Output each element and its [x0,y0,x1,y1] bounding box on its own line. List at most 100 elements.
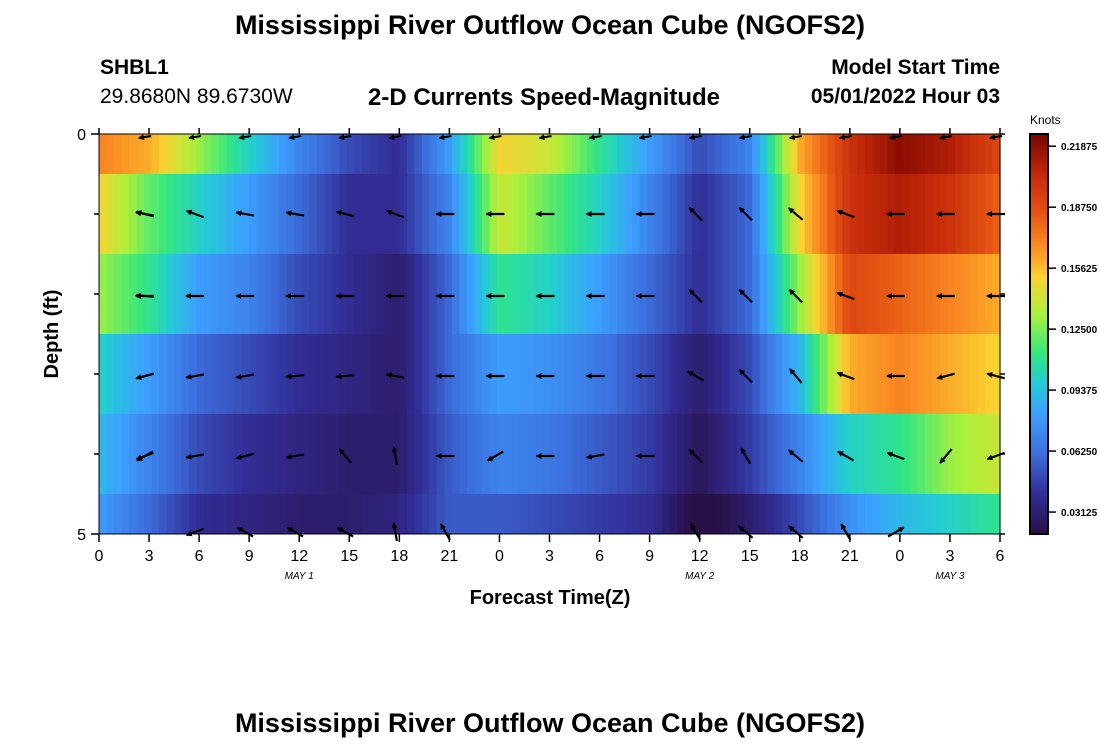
heatmap-cell [752,134,761,174]
heatmap-cell [151,334,160,414]
heatmap-cell [729,254,738,334]
heatmap-cell [421,494,430,534]
heatmap-cell [924,254,934,334]
heatmap-cell [354,254,363,334]
heatmap-cell [211,254,220,334]
colorbar-tick-label: 0.21875 [1061,142,1098,153]
heatmap-cell [827,494,836,534]
heatmap-cell [782,494,791,534]
heatmap-cell [759,414,768,494]
heatmap-cell [361,414,370,494]
x-tick-label: 0 [95,548,104,565]
heatmap-cell [526,174,536,254]
heatmap-cell [309,334,318,414]
heatmap-cell [804,174,813,254]
current-arrow [188,134,202,141]
colorbar-tick-label: 0.18750 [1061,203,1098,214]
heatmap-cell [526,134,536,174]
heatmap-cell [962,174,971,254]
heatmap-cell [594,134,603,174]
heatmap-cell [954,134,964,174]
heatmap-cell [714,134,723,174]
heatmap-cell [339,254,348,334]
colorbar-unit-label: Knots [1030,113,1061,127]
station-id: SHBL1 [100,56,169,79]
heatmap-cell [864,174,873,254]
heatmap-cell [504,334,513,414]
heatmap-cell [714,254,723,334]
heatmap-cell [932,494,941,534]
heatmap-cell [947,414,956,494]
heatmap-cell [819,134,828,174]
heatmap-cell [857,254,866,334]
heatmap-cell [144,334,153,414]
heatmap-cell [466,334,476,414]
heatmap-cell [99,254,108,334]
current-arrow [986,372,1005,380]
heatmap-cell [331,254,340,334]
heatmap-cell [879,494,888,534]
heatmap-cell [136,134,145,174]
heatmap-cell [451,494,460,534]
heatmap-cell [181,134,190,174]
heatmap-cell [279,134,288,174]
heatmap-cell [924,174,934,254]
heatmap-cell [977,414,986,494]
heatmap-cell [414,334,423,414]
heatmap-cell [436,134,445,174]
heatmap-cell [669,174,678,254]
heatmap-cell [782,254,791,334]
heatmap-cell [519,174,528,254]
heatmap-cell [969,334,979,414]
current-arrow [788,288,803,304]
heatmap-cell [729,134,738,174]
heatmap-cell [917,334,926,414]
heatmap-cell [226,414,235,494]
heatmap-cell [144,134,153,174]
heatmap-cell [241,254,250,334]
heatmap-cell [587,414,596,494]
heatmap-cell [872,414,881,494]
heatmap-cell [504,254,513,334]
current-arrow [836,291,855,301]
heatmap-cell [399,174,408,254]
x-tick-label: 6 [195,548,204,565]
heatmap-cell [564,254,573,334]
heatmap-cell [114,414,123,494]
heatmap-cell [286,134,295,174]
heatmap-cell [587,254,596,334]
heatmap-cell [639,494,648,534]
heatmap-cell [354,494,363,534]
heatmap-cell [579,134,588,174]
heatmap-cell [669,414,678,494]
heatmap-cell [136,494,145,534]
current-arrow [336,526,354,538]
heatmap-cell [849,494,858,534]
heatmap-cell [451,414,460,494]
heatmap-cell [234,254,243,334]
station-coordinates: 29.8680N 89.6730W [100,85,293,108]
heatmap-cell [909,254,919,334]
heatmap-cell [271,494,280,534]
heatmap-cell [647,334,656,414]
heatmap-cell [857,334,866,414]
heatmap-cell [857,134,866,174]
heatmap-cell [879,174,888,254]
heatmap-cell [331,134,340,174]
current-arrow [391,446,398,466]
heatmap-cell [812,414,821,494]
heatmap-cell [872,494,881,534]
heatmap-cell [279,494,288,534]
x-tick-label: 9 [245,548,254,565]
heatmap-cell [174,494,183,534]
heatmap-cell [294,254,303,334]
heatmap-cell [549,334,558,414]
heatmap-cell [361,334,370,414]
current-arrow [235,373,255,380]
heatmap-cell [602,254,611,334]
heatmap-cell [887,254,896,334]
heatmap-cell [624,414,633,494]
heatmap-cell [759,134,768,174]
second-chart-title: Mississippi River Outflow Ocean Cube (NG… [234,708,866,738]
heatmap-cell [744,134,753,174]
